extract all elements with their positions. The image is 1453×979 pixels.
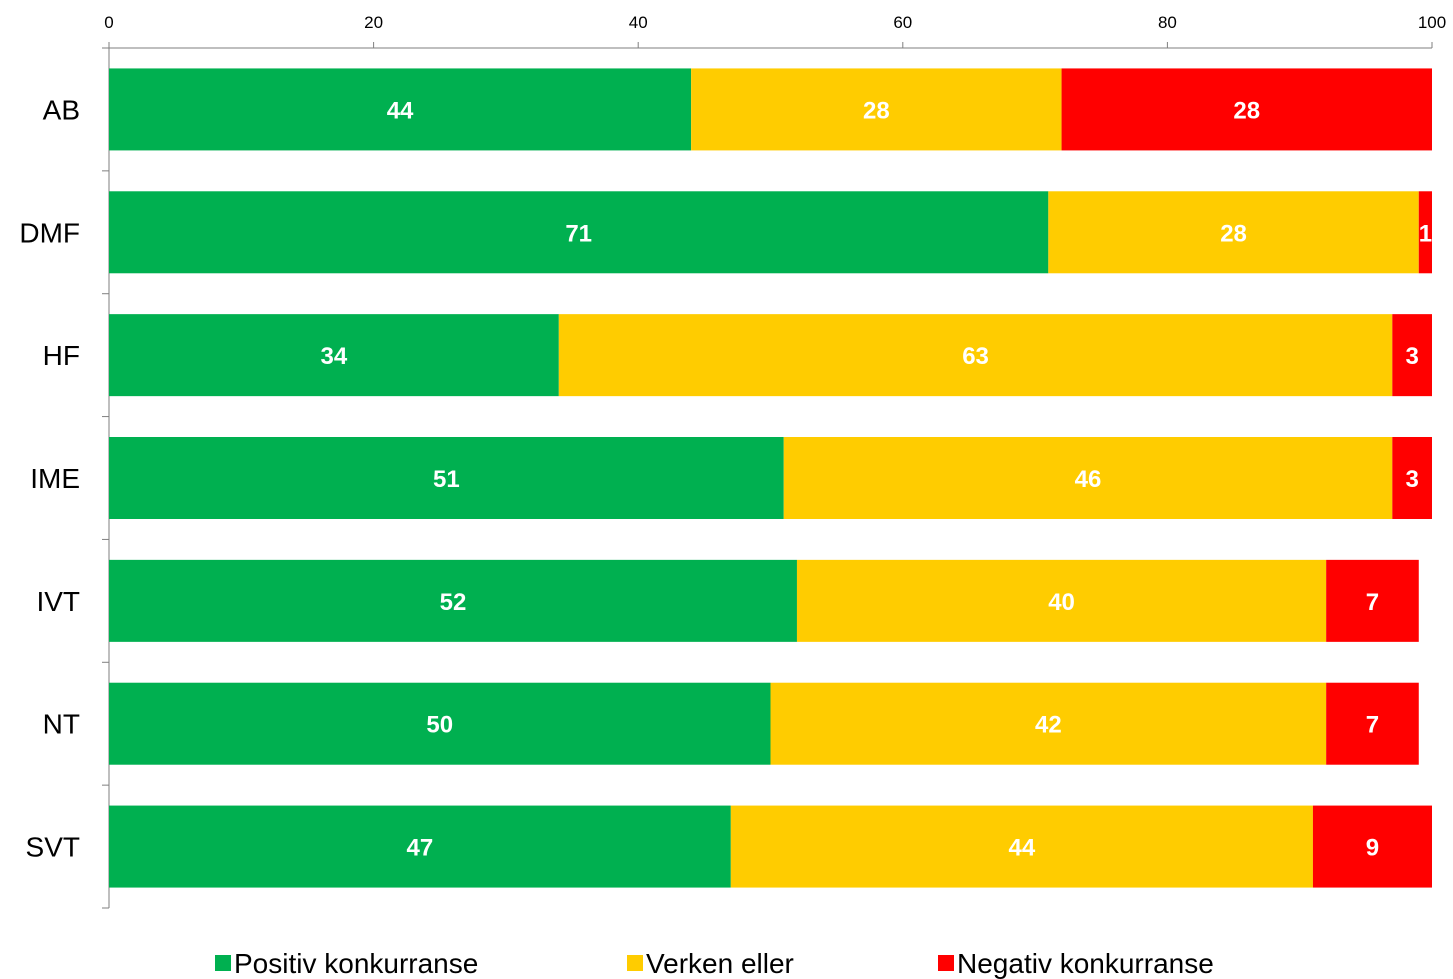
data-label: 28	[1233, 97, 1260, 124]
legend: Positiv konkurranse Verken eller Negativ k…	[215, 948, 1214, 979]
bar-segment	[109, 805, 731, 888]
bar-segment	[1048, 191, 1419, 274]
legend-label: Negativ konkurranse	[957, 948, 1214, 979]
data-label: 47	[407, 835, 434, 862]
legend-swatch	[938, 955, 954, 971]
bar-segment	[109, 437, 784, 519]
data-label: 42	[1035, 712, 1062, 739]
bar-segment	[1392, 437, 1432, 519]
legend-swatch	[627, 955, 643, 971]
data-label: 51	[433, 466, 460, 493]
category-label: HF	[43, 340, 80, 371]
category-label: NT	[43, 709, 80, 740]
data-label: 9	[1366, 835, 1379, 862]
data-label: 63	[962, 343, 989, 370]
category-label: IME	[30, 463, 80, 494]
y-axis: AB DMF HF IME IVT NT SVT	[19, 47, 110, 909]
legend-label: Positiv konkurranse	[234, 948, 478, 979]
category-label: AB	[43, 94, 80, 125]
data-label: 1	[1419, 220, 1432, 247]
data-label: 46	[1075, 466, 1102, 493]
data-label: 3	[1405, 466, 1418, 493]
data-label: 3	[1405, 343, 1418, 370]
bar-segment	[691, 68, 1062, 151]
bar-segment	[109, 682, 771, 765]
bar-segment	[109, 559, 797, 642]
legend-label: Verken eller	[646, 948, 794, 979]
data-label: 71	[565, 220, 592, 247]
data-label: 50	[426, 712, 453, 739]
data-label: 7	[1366, 589, 1379, 616]
x-axis: 0 20 40 60 80 100	[104, 13, 1446, 49]
data-label: 44	[1009, 835, 1036, 862]
bar-segment	[109, 191, 1049, 274]
x-tick-label: 0	[104, 13, 113, 32]
bar-segment	[783, 437, 1393, 519]
bar-segment	[558, 314, 1393, 397]
bar-segment	[109, 68, 692, 151]
bar-segment	[1392, 314, 1432, 397]
x-tick-label: 80	[1158, 13, 1177, 32]
data-label: 44	[387, 97, 414, 124]
bar-segment	[109, 314, 559, 397]
bar-segment	[1326, 682, 1419, 765]
data-label: 28	[1220, 220, 1247, 247]
bar-segment	[1418, 191, 1432, 274]
category-label: IVT	[36, 586, 80, 617]
bar-segment	[730, 805, 1313, 888]
x-tick-label: 60	[893, 13, 912, 32]
category-label: SVT	[26, 832, 80, 863]
bar-segment	[1061, 68, 1432, 151]
bar-segment	[770, 682, 1327, 765]
data-label: 7	[1366, 712, 1379, 739]
data-label: 40	[1048, 589, 1075, 616]
legend-swatch	[215, 955, 231, 971]
data-label: 28	[863, 97, 890, 124]
data-label: 52	[440, 589, 467, 616]
x-tick-label: 100	[1418, 13, 1446, 32]
data-label: 34	[321, 343, 348, 370]
x-tick-label: 40	[629, 13, 648, 32]
category-label: DMF	[19, 217, 80, 248]
bar-segment	[796, 559, 1327, 642]
bars: 44 28 28 71 28 1 34 63 3 51 46 3 52 40 7 50 42 7 47 44 9	[109, 68, 1432, 888]
bar-segment	[1326, 559, 1419, 642]
x-tick-label: 20	[364, 13, 383, 32]
bar-segment	[1312, 805, 1432, 888]
